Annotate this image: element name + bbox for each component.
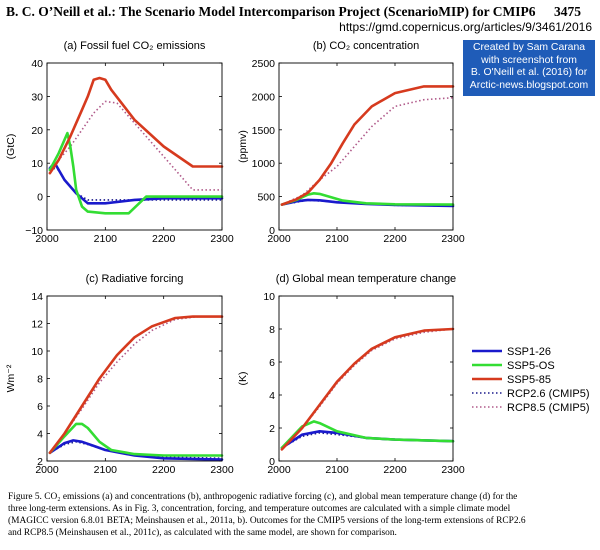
caption-line: Figure 5. CO₂ emissions (a) and concentr… xyxy=(8,492,518,502)
plot-frame xyxy=(46,62,223,231)
x-tick-label: 2000 xyxy=(35,464,59,476)
x-tick-label: 2000 xyxy=(267,464,291,476)
article-url: https://gmd.copernicus.org/articles/9/34… xyxy=(339,20,592,34)
y-tick-label: 20 xyxy=(31,125,43,137)
series-line-ssp5-85 xyxy=(48,315,224,455)
chart-title: (c) Radiative forcing xyxy=(86,273,184,285)
y-tick-label: 10 xyxy=(263,291,275,303)
y-tick-label: 30 xyxy=(31,91,43,103)
x-tick-label: 2200 xyxy=(152,233,176,245)
y-tick-label: 1500 xyxy=(252,125,276,137)
y-axis-label: Wm⁻² xyxy=(5,364,17,392)
x-tick-label: 2300 xyxy=(441,464,465,476)
credit-line: B. O'Neill et al. (2016) for xyxy=(470,67,588,79)
legend: SSP1-26 SSP5-OS SSP5-85 RCP2.6 (CMIP5) RCP8.… xyxy=(472,346,590,414)
series-line-rcp8-5-cmip5 xyxy=(281,328,454,449)
y-tick-label: 2000 xyxy=(252,91,276,103)
page-header-title: B. C. O’Neill et al.: The Scenario Model… xyxy=(6,4,536,19)
y-tick-label: 10 xyxy=(31,346,43,358)
y-tick-label: 8 xyxy=(269,324,275,336)
y-tick-label: 0 xyxy=(269,225,275,237)
x-tick-label: 2000 xyxy=(35,233,59,245)
y-tick-label: 14 xyxy=(31,291,43,303)
figure-caption: Figure 5. CO₂ emissions (a) and concentr… xyxy=(8,491,593,539)
y-axis-label: (ppmv) xyxy=(237,130,249,163)
legend-label: SSP1-26 xyxy=(507,346,551,358)
y-tick-label: 12 xyxy=(31,319,43,331)
x-tick-label: 2300 xyxy=(210,464,234,476)
y-tick-label: 6 xyxy=(269,357,275,369)
plot-frame xyxy=(46,295,223,462)
series-line-ssp5-os xyxy=(48,422,224,457)
series-line-ssp5-85 xyxy=(48,76,224,175)
legend-label: RCP2.6 (CMIP5) xyxy=(507,388,590,400)
series-line-ssp5-85 xyxy=(280,85,455,206)
credit-line: with screenshot from xyxy=(481,54,577,66)
caption-line: and RCP8.5 (Meinshausen et al., 2011c), … xyxy=(8,528,397,538)
series-line-rcp2-6-cmip5 xyxy=(49,167,222,201)
series-line-ssp5-os xyxy=(48,131,224,215)
caption-line: (MAGICC version 6.8.01 BETA; Meinshausen… xyxy=(8,516,526,526)
x-tick-label: 2300 xyxy=(210,233,234,245)
page-number: 3475 xyxy=(554,4,581,19)
y-axis-label: (GtC) xyxy=(5,134,17,160)
x-tick-label: 2000 xyxy=(267,233,291,245)
legend-label: RCP8.5 (CMIP5) xyxy=(507,402,590,414)
y-tick-label: 40 xyxy=(31,58,43,70)
figure-panels: (a) Fossil fuel CO₂ emissions(GtC)2000 21… xyxy=(5,40,590,476)
y-tick-label: 2 xyxy=(37,456,43,468)
y-axis-label: (K) xyxy=(237,372,249,386)
y-tick-label: 1000 xyxy=(252,158,276,170)
legend-label: SSP5-85 xyxy=(507,374,551,386)
series-line-rcp8-5-cmip5 xyxy=(49,100,222,191)
y-tick-label: 8 xyxy=(37,374,43,386)
series-line-rcp8-5-cmip5 xyxy=(281,96,454,206)
x-tick-label: 2100 xyxy=(94,233,118,245)
y-tick-label: 2500 xyxy=(252,58,276,70)
chart-panel: (a) Fossil fuel CO₂ emissions (GtC) 2000 21… xyxy=(5,40,234,245)
y-tick-label: 0 xyxy=(37,192,43,204)
y-tick-label: 10 xyxy=(31,158,43,170)
chart-title: (d) Global mean temperature change xyxy=(276,273,456,285)
chart-title: (b) CO₂ concentration xyxy=(313,40,419,52)
y-tick-label: 6 xyxy=(37,401,43,413)
series-line-ssp1-26 xyxy=(48,439,224,461)
credit-box: Created by Sam Carana with screenshot fr… xyxy=(463,40,595,96)
y-tick-label: 4 xyxy=(269,390,275,402)
x-tick-label: 2100 xyxy=(325,464,349,476)
credit-line: Arctic-news.blogspot.com xyxy=(469,79,589,91)
y-tick-label: 4 xyxy=(37,429,43,441)
x-tick-label: 2100 xyxy=(94,464,118,476)
legend-label: SSP5-OS xyxy=(507,360,555,372)
x-tick-label: 2100 xyxy=(325,233,349,245)
caption-line: three long-term extensions. As in Fig. 3… xyxy=(8,504,511,514)
chart-panel: (b) CO₂ concentration (ppmv) 2000 2100 2200 2… xyxy=(237,40,465,245)
x-tick-label: 2200 xyxy=(383,464,407,476)
y-tick-label: −10 xyxy=(25,225,43,237)
credit-line: Created by Sam Carana xyxy=(472,42,586,53)
plot-frame xyxy=(278,295,454,462)
chart-panel: (c) Radiative forcing Wm⁻² 2000 2100 2200 230… xyxy=(5,273,234,476)
series-line-ssp5-85 xyxy=(280,327,455,451)
chart-panel: (d) Global mean temperature change (K) 200… xyxy=(237,273,465,476)
x-tick-label: 2200 xyxy=(383,233,407,245)
x-tick-label: 2200 xyxy=(152,464,176,476)
chart-title: (a) Fossil fuel CO₂ emissions xyxy=(64,40,206,52)
y-tick-label: 0 xyxy=(269,456,275,468)
y-tick-label: 2 xyxy=(269,423,275,435)
x-tick-label: 2300 xyxy=(441,233,465,245)
plot-frame xyxy=(278,62,454,231)
y-tick-label: 500 xyxy=(257,192,275,204)
